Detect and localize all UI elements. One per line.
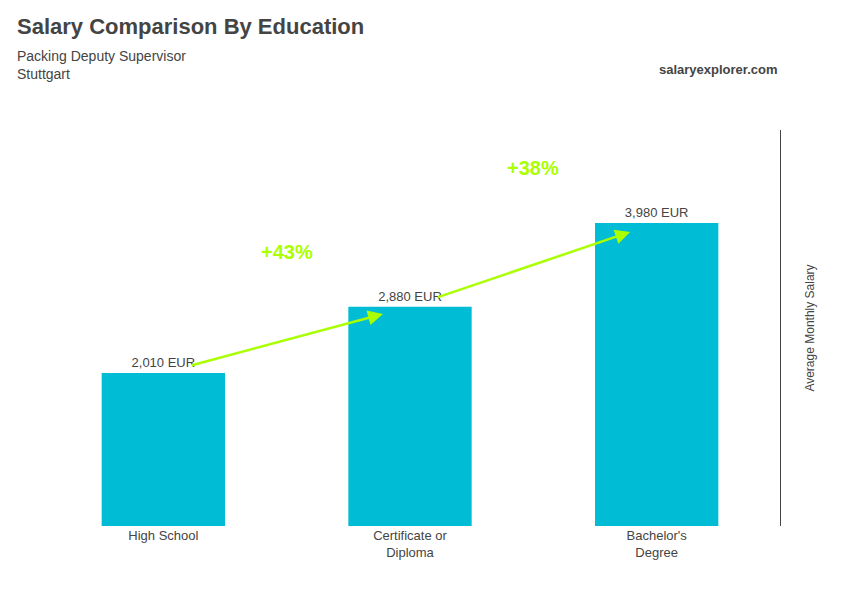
svg-text:High School: High School — [128, 528, 198, 543]
svg-text:2,880 EUR: 2,880 EUR — [378, 289, 442, 304]
svg-text:Certificate orDiploma: Certificate orDiploma — [373, 528, 447, 560]
svg-text:2,010 EUR: 2,010 EUR — [132, 355, 196, 370]
svg-text:Salary Comparison By Education: Salary Comparison By Education — [17, 14, 364, 39]
svg-text:salaryexplorer.com: salaryexplorer.com — [659, 62, 778, 77]
svg-text:Packing Deputy SupervisorStutt: Packing Deputy SupervisorStuttgart — [17, 48, 186, 82]
svg-text:Average Monthly Salary: Average Monthly Salary — [803, 264, 817, 391]
svg-text:Bachelor'sDegree: Bachelor'sDegree — [627, 528, 688, 560]
svg-text:+43%: +43% — [261, 241, 313, 263]
svg-text:3,980 EUR: 3,980 EUR — [625, 205, 689, 220]
svg-text:+38%: +38% — [507, 157, 559, 179]
